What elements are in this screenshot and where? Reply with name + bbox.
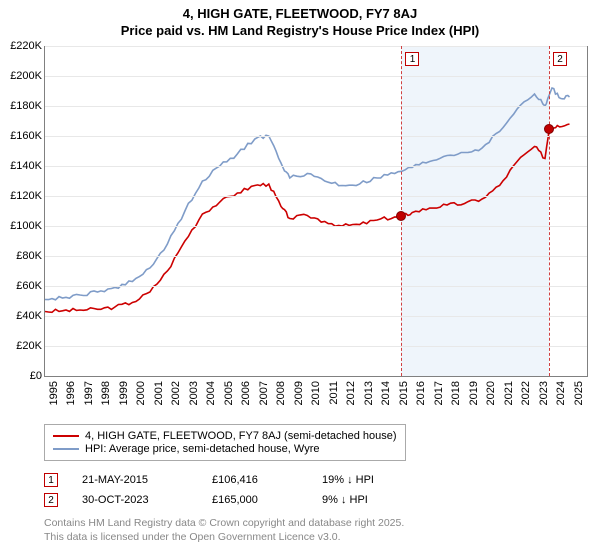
- gridline: [45, 316, 587, 317]
- gridline: [45, 106, 587, 107]
- legend-label: 4, HIGH GATE, FLEETWOOD, FY7 8AJ (semi-d…: [85, 430, 397, 442]
- attribution-line2: This data is licensed under the Open Gov…: [44, 530, 404, 544]
- x-tick-label: 1995: [48, 381, 60, 405]
- transaction-delta: 9% ↓ HPI: [322, 494, 412, 506]
- marker-dot: [396, 211, 406, 221]
- x-tick-label: 2017: [433, 381, 445, 405]
- x-tick-label: 2014: [380, 381, 392, 405]
- x-tick-label: 2009: [293, 381, 305, 405]
- y-tick-label: £100K: [10, 220, 42, 232]
- transaction-row: 1 21-MAY-2015£106,41619% ↓ HPI: [44, 470, 412, 490]
- marker-label-box: 2: [553, 52, 567, 66]
- x-tick-label: 2008: [275, 381, 287, 405]
- x-tick-label: 2024: [555, 381, 567, 405]
- x-tick-label: 2004: [205, 381, 217, 405]
- gridline: [45, 346, 587, 347]
- x-tick-label: 2001: [153, 381, 165, 405]
- marker-label-box: 1: [405, 52, 419, 66]
- x-tick-label: 2010: [310, 381, 322, 405]
- chart-container: 4, HIGH GATE, FLEETWOOD, FY7 8AJ Price p…: [0, 0, 600, 560]
- y-tick-label: £180K: [10, 100, 42, 112]
- x-tick-label: 2013: [363, 381, 375, 405]
- x-tick-label: 1999: [118, 381, 130, 405]
- x-tick-label: 2011: [328, 381, 340, 405]
- attribution-footer: Contains HM Land Registry data © Crown c…: [44, 516, 404, 544]
- x-tick-label: 1998: [100, 381, 112, 405]
- transaction-number-box: 1: [44, 473, 58, 487]
- marker-dot: [544, 124, 554, 134]
- x-tick-label: 2005: [223, 381, 235, 405]
- chart-svg: [45, 46, 587, 376]
- transaction-row: 2 30-OCT-2023£165,0009% ↓ HPI: [44, 490, 412, 510]
- x-tick-label: 1996: [65, 381, 77, 405]
- x-tick-label: 2006: [240, 381, 252, 405]
- y-tick-label: £40K: [16, 310, 42, 322]
- x-tick-label: 2023: [538, 381, 550, 405]
- gridline: [45, 286, 587, 287]
- x-tick-label: 2016: [415, 381, 427, 405]
- series-line: [45, 88, 570, 300]
- legend-swatch: [53, 435, 79, 437]
- title-address: 4, HIGH GATE, FLEETWOOD, FY7 8AJ: [0, 6, 600, 21]
- attribution-line1: Contains HM Land Registry data © Crown c…: [44, 516, 404, 530]
- x-tick-label: 2012: [345, 381, 357, 405]
- transaction-price: £165,000: [212, 494, 322, 506]
- x-tick-label: 2018: [450, 381, 462, 405]
- legend-item: 4, HIGH GATE, FLEETWOOD, FY7 8AJ (semi-d…: [53, 430, 397, 442]
- legend-item: HPI: Average price, semi-detached house,…: [53, 443, 397, 455]
- x-tick-label: 2022: [520, 381, 532, 405]
- legend-swatch: [53, 448, 79, 450]
- legend-label: HPI: Average price, semi-detached house,…: [85, 443, 319, 455]
- x-tick-label: 1997: [83, 381, 95, 405]
- y-tick-label: £80K: [16, 250, 42, 262]
- y-tick-label: £220K: [10, 40, 42, 52]
- x-tick-label: 2020: [485, 381, 497, 405]
- gridline: [45, 136, 587, 137]
- gridline: [45, 226, 587, 227]
- x-tick-label: 2025: [573, 381, 585, 405]
- transaction-delta: 19% ↓ HPI: [322, 474, 412, 486]
- gridline: [45, 196, 587, 197]
- x-tick-label: 2003: [188, 381, 200, 405]
- gridline: [45, 46, 587, 47]
- transaction-date: 30-OCT-2023: [82, 494, 212, 506]
- x-tick-label: 2002: [170, 381, 182, 405]
- transaction-price: £106,416: [212, 474, 322, 486]
- x-tick-label: 2000: [135, 381, 147, 405]
- chart-plot-area: 12: [44, 46, 588, 377]
- y-tick-label: £60K: [16, 280, 42, 292]
- y-tick-label: £20K: [16, 340, 42, 352]
- gridline: [45, 166, 587, 167]
- x-tick-label: 2015: [398, 381, 410, 405]
- y-tick-label: £160K: [10, 130, 42, 142]
- y-tick-label: £140K: [10, 160, 42, 172]
- title-subtitle: Price paid vs. HM Land Registry's House …: [0, 23, 600, 38]
- y-tick-label: £0: [30, 370, 42, 382]
- x-tick-label: 2021: [503, 381, 515, 405]
- x-tick-label: 2007: [258, 381, 270, 405]
- gridline: [45, 256, 587, 257]
- gridline: [45, 76, 587, 77]
- legend: 4, HIGH GATE, FLEETWOOD, FY7 8AJ (semi-d…: [44, 424, 406, 461]
- x-tick-label: 2019: [468, 381, 480, 405]
- marker-line: [549, 46, 550, 376]
- title-block: 4, HIGH GATE, FLEETWOOD, FY7 8AJ Price p…: [0, 0, 600, 38]
- transaction-date: 21-MAY-2015: [82, 474, 212, 486]
- transaction-number-box: 2: [44, 493, 58, 507]
- y-tick-label: £200K: [10, 70, 42, 82]
- transaction-table: 1 21-MAY-2015£106,41619% ↓ HPI 2 30-OCT-202…: [44, 470, 412, 510]
- y-tick-label: £120K: [10, 190, 42, 202]
